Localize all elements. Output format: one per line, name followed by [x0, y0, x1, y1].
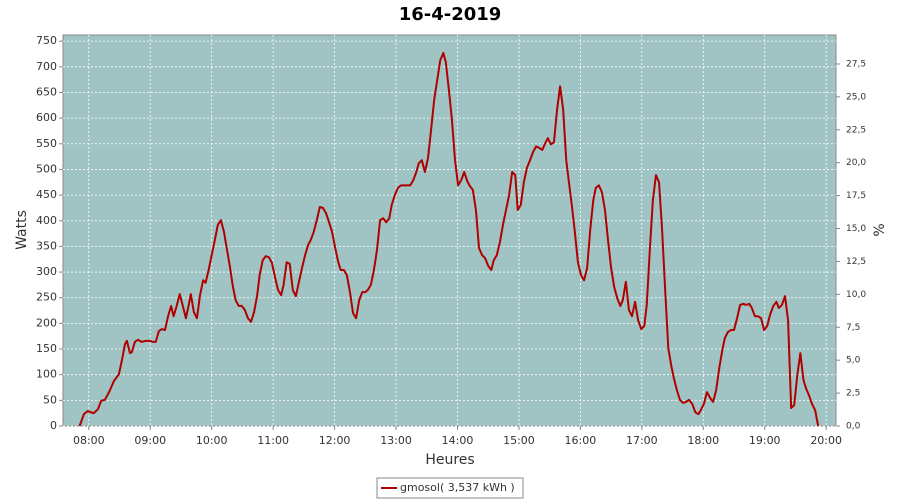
x-tick-label: 11:00 [257, 434, 289, 447]
y2-tick-label: 27,5 [846, 59, 866, 69]
x-tick-label: 15:00 [503, 434, 535, 447]
y2-tick-label: 2,5 [846, 389, 860, 399]
x-tick-label: 18:00 [687, 434, 719, 447]
y-tick-label: 550 [36, 137, 57, 150]
x-tick-label: 17:00 [626, 434, 658, 447]
y2-tick-label: 15,0 [846, 224, 866, 234]
y2-tick-label: 25,0 [846, 92, 866, 102]
y-tick-label: 400 [36, 214, 57, 227]
x-tick-label: 10:00 [196, 434, 228, 447]
x-tick-label: 09:00 [134, 434, 166, 447]
x-axis-label: Heures [425, 452, 474, 468]
y2-tick-label: 5,0 [846, 356, 861, 366]
y-tick-label: 150 [36, 342, 57, 355]
x-tick-label: 08:00 [73, 434, 105, 447]
y2-tick-label: 10,0 [846, 290, 866, 300]
legend-label: gmosol( 3,537 kWh ) [400, 481, 515, 494]
y2-tick-label: 0,0 [846, 422, 861, 432]
y-tick-label: 100 [36, 368, 57, 381]
chart-title: 16-4-2019 [399, 4, 502, 25]
y-tick-label: 750 [36, 34, 57, 47]
y2-tick-label: 22,5 [846, 125, 866, 135]
x-tick-label: 13:00 [380, 434, 412, 447]
x-tick-label: 16:00 [565, 434, 597, 447]
y-tick-label: 300 [36, 265, 57, 278]
y2-tick-label: 7,5 [846, 323, 860, 333]
x-tick-label: 20:00 [810, 434, 842, 447]
y2-axis-label: % [872, 223, 888, 236]
y-tick-label: 450 [36, 188, 57, 201]
y-tick-label: 0 [50, 419, 57, 432]
y-tick-label: 600 [36, 111, 57, 124]
y-tick-label: 700 [36, 60, 57, 73]
y2-tick-label: 12,5 [846, 257, 866, 267]
x-tick-label: 14:00 [442, 434, 474, 447]
y-tick-label: 200 [36, 316, 57, 329]
y2-tick-label: 20,0 [846, 158, 866, 168]
x-tick-label: 19:00 [749, 434, 781, 447]
legend-box [376, 477, 524, 499]
y-tick-label: 50 [43, 393, 57, 406]
y-tick-label: 500 [36, 162, 57, 175]
y-tick-label: 650 [36, 85, 57, 98]
y-axis-label: Watts [14, 210, 30, 250]
x-tick-label: 12:00 [319, 434, 351, 447]
y-tick-label: 350 [36, 239, 57, 252]
y2-tick-label: 17,5 [846, 191, 866, 201]
data-line [78, 51, 820, 427]
y-tick-label: 250 [36, 291, 57, 304]
